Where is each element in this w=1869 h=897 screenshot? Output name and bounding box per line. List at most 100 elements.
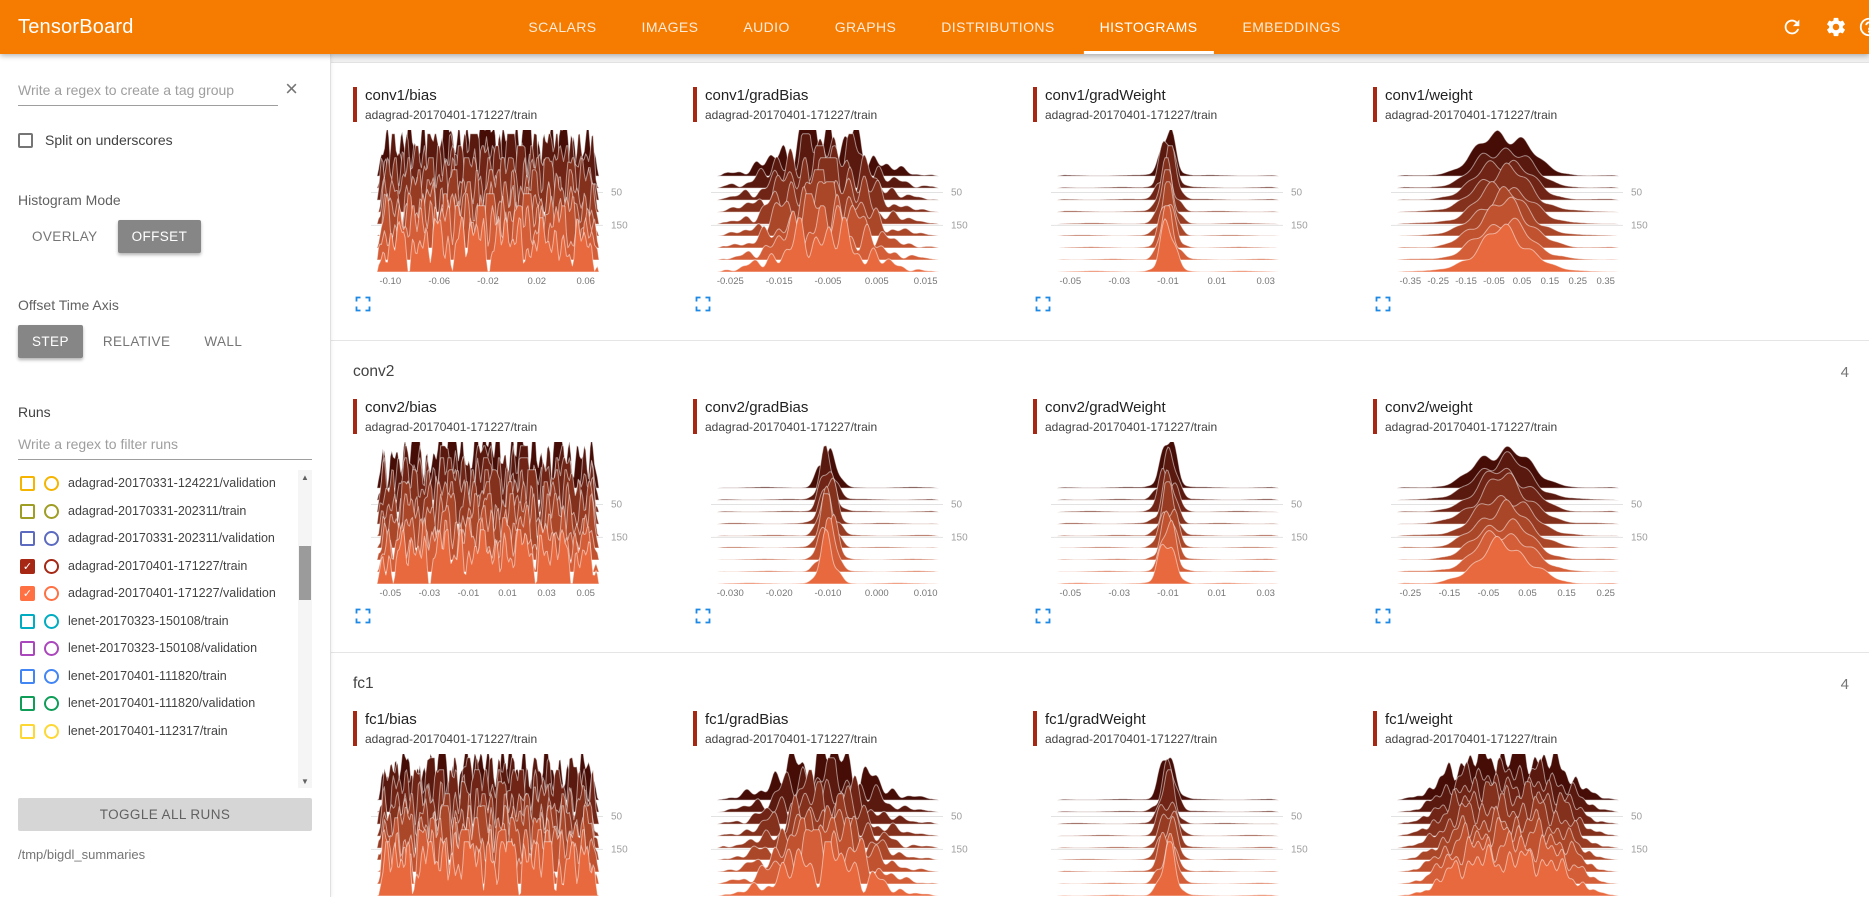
histogram-chart[interactable]: 50 150 -0.025 -0.015 -0.005 0.005 0.015 [693,130,993,292]
split-underscores-row[interactable]: Split on underscores [18,132,312,148]
run-checkbox[interactable] [20,696,35,711]
clear-tag-filter-icon[interactable]: × [285,76,298,101]
run-checkbox[interactable]: ✓ [20,586,35,601]
expand-icon[interactable] [355,296,373,314]
run-solo-radio[interactable] [44,613,59,629]
help-icon[interactable] [1858,16,1869,38]
card-title: fc1/bias [365,711,417,728]
card-title: fc1/gradWeight [1045,711,1146,728]
run-item[interactable]: adagrad-20170331-202311/train [18,498,292,526]
tab-embeddings[interactable]: EMBEDDINGS [1242,19,1341,35]
run-solo-radio[interactable] [44,476,59,491]
histogram-chart[interactable]: 50 150 -0.25 -0.15 -0.05 0.05 0.15 0.25 [1373,442,1673,604]
card-title: fc1/weight [1385,711,1453,728]
card-run-label: adagrad-20170401-171227/train [1045,732,1218,746]
histogram-chart[interactable]: 50 150 -0.10 -0.06 -0.02 0.02 0.06 [353,130,653,292]
run-item[interactable]: adagrad-20170331-202311/validation [18,525,292,553]
x-tick-label: 0.06 [576,276,595,287]
run-solo-radio[interactable] [44,696,59,711]
tab-distributions[interactable]: DISTRIBUTIONS [941,19,1055,35]
histogram-chart[interactable]: 50 150 -0.05 -0.03 -0.01 0.01 0.03 0.05 [353,442,653,604]
histogram-chart[interactable]: 50 150 -0.05 -0.03 -0.01 0.01 0.03 [1033,442,1333,604]
x-tick-label: 0.01 [1208,276,1227,287]
run-checkbox[interactable]: ✓ [20,558,35,574]
run-item[interactable]: lenet-20170401-111820/validation [18,690,292,718]
expand-icon[interactable] [1035,608,1053,626]
run-item[interactable]: lenet-20170323-150108/train [18,608,292,636]
split-underscores-checkbox[interactable] [18,132,33,148]
histogram-mode-overlay-button[interactable]: OVERLAY [18,220,112,253]
tab-audio[interactable]: AUDIO [743,19,790,35]
card-title: conv1/bias [365,87,437,104]
run-checkbox[interactable] [20,531,35,546]
run-label: lenet-20170401-112317/train [68,723,228,738]
expand-icon[interactable] [1035,296,1053,314]
tag-regex-input[interactable] [18,80,278,106]
card-run-label: adagrad-20170401-171227/train [365,108,538,122]
run-regex-input[interactable] [18,434,312,460]
run-checkbox[interactable] [20,503,35,519]
run-label: adagrad-20170331-124221/validation [68,476,276,490]
tab-histograms[interactable]: HISTOGRAMS [1083,0,1214,54]
histogram-ridge [716,181,940,237]
offset-time-axis-step-button[interactable]: STEP [18,325,83,358]
run-list-scrollbar-thumb[interactable] [299,546,311,600]
tab-scalars[interactable]: SCALARS [528,19,597,35]
run-item[interactable]: lenet-20170401-111820/train [18,663,292,691]
histogram-chart[interactable]: 50 150 [1373,754,1673,897]
toggle-all-runs-button[interactable]: TOGGLE ALL RUNS [18,798,312,831]
histogram-mode-offset-button[interactable]: OFFSET [117,220,202,253]
x-tick-label: 0.010 [914,588,938,599]
histogram-card: conv2/weight adagrad-20170401-171227/trai… [1373,399,1705,626]
histogram-chart[interactable]: 50 150 -0.05 -0.03 -0.01 0.01 0.03 [1033,130,1333,292]
run-item[interactable]: lenet-20170323-150108/validation [18,635,292,663]
expand-icon[interactable] [1375,608,1393,626]
run-solo-radio[interactable] [44,531,59,546]
run-item[interactable]: ✓ adagrad-20170401-171227/validation [18,580,292,608]
histogram-card: conv1/gradBias adagrad-20170401-171227/tr… [693,87,1025,314]
run-solo-radio[interactable] [44,503,59,519]
histogram-chart[interactable]: 50 150 -0.35 -0.25 -0.15 -0.05 0.05 0.15 0.25 0.3… [1373,130,1673,292]
refresh-icon[interactable] [1781,16,1803,38]
group-fc1: fc1 4 fc1/bias adagrad-20170401-171227/trai… [331,652,1869,897]
card-head: conv2/weight adagrad-20170401-171227/trai… [1373,399,1705,434]
y-tick-label: 150 [1291,844,1308,855]
offset-time-axis-wall-button[interactable]: WALL [190,325,256,358]
expand-icon[interactable] [1375,296,1393,314]
expand-icon[interactable] [355,608,373,626]
run-solo-radio[interactable] [44,723,59,739]
scroll-down-icon[interactable]: ▼ [301,776,309,786]
tab-graphs[interactable]: GRAPHS [834,19,897,35]
run-list-scrollbar[interactable]: ▲ ▼ [298,470,312,788]
run-checkbox[interactable] [20,613,35,629]
histogram-chart[interactable]: 50 150 [353,754,653,897]
run-solo-radio[interactable] [44,641,59,656]
histogram-chart[interactable]: 50 150 [1033,754,1333,897]
settings-icon[interactable] [1825,16,1847,38]
tab-images[interactable]: IMAGES [641,19,699,35]
expand-icon[interactable] [695,608,713,626]
run-checkbox[interactable] [20,668,35,684]
toolbar: TensorBoard SCALARS IMAGES AUDIO GRAPHS DIST… [0,0,1869,54]
expand-icon[interactable] [695,296,713,314]
offset-time-axis-relative-button[interactable]: RELATIVE [89,325,184,358]
run-item[interactable]: lenet-20170401-112317/train [18,718,292,746]
y-tick-label: 50 [611,500,623,511]
group-header-fc1[interactable]: fc1 4 [353,653,1869,705]
run-item[interactable]: adagrad-20170331-124221/validation [18,470,292,498]
run-solo-radio[interactable] [44,558,59,574]
x-tick-label: -0.35 [1399,276,1421,287]
scroll-up-icon[interactable]: ▲ [301,472,309,482]
run-checkbox[interactable] [20,641,35,656]
run-solo-radio[interactable] [44,668,59,684]
group-header-conv2[interactable]: conv2 4 [353,341,1869,393]
y-tick-label: 150 [1291,220,1308,231]
y-tick-label: 50 [1631,188,1643,199]
group-conv1: conv1/bias adagrad-20170401-171227/train 5… [353,81,1869,340]
run-item[interactable]: ✓ adagrad-20170401-171227/train [18,553,292,581]
run-checkbox[interactable] [20,476,35,491]
run-checkbox[interactable] [20,723,35,739]
run-solo-radio[interactable] [44,586,59,601]
histogram-chart[interactable]: 50 150 [693,754,993,897]
histogram-chart[interactable]: 50 150 -0.030 -0.020 -0.010 0.000 0.010 [693,442,993,604]
